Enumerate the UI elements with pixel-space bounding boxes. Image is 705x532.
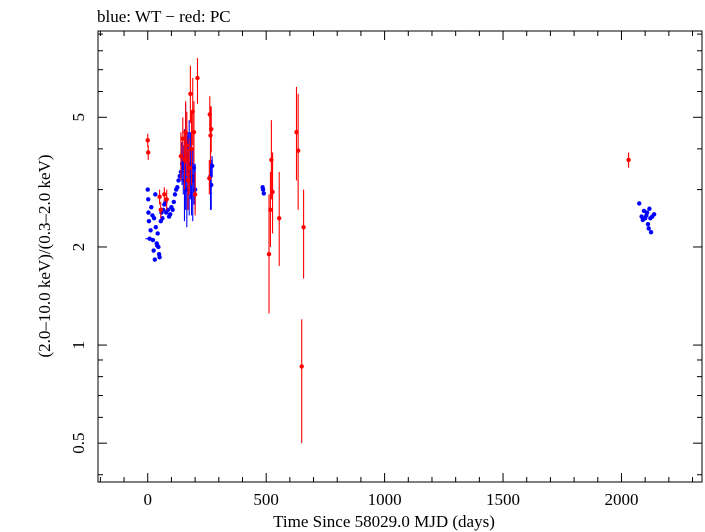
data-point xyxy=(146,218,152,224)
data-point xyxy=(295,148,301,153)
data-point xyxy=(209,126,214,132)
data-point xyxy=(268,207,273,213)
x-axis: 0 500 1000 1500 2000 xyxy=(99,31,694,509)
data-point xyxy=(639,214,644,219)
y-tick-label: 0.5 xyxy=(69,433,88,454)
data-point xyxy=(148,228,153,233)
x-tick-label: 500 xyxy=(253,490,279,509)
x-tick-label: 1000 xyxy=(368,490,402,509)
y-axis-label: (2.0–10.0 keV)/(0.3–2.0 keV) xyxy=(35,154,54,357)
data-point xyxy=(151,248,156,253)
data-point xyxy=(149,204,154,210)
data-point xyxy=(270,189,275,195)
data-point xyxy=(146,197,151,202)
series-wt xyxy=(145,103,657,262)
data-point xyxy=(146,210,151,215)
data-point xyxy=(294,130,299,135)
data-point xyxy=(153,224,158,230)
series-pc xyxy=(145,58,631,444)
data-point xyxy=(157,194,162,200)
data-point xyxy=(645,221,651,227)
data-point xyxy=(648,230,654,235)
data-point xyxy=(186,165,192,170)
data-point xyxy=(156,244,161,250)
data-point xyxy=(651,212,657,217)
x-tick-label: 2000 xyxy=(604,490,638,509)
y-axis: 0.5 1 2 5 xyxy=(69,33,702,476)
data-point xyxy=(178,153,184,159)
data-point xyxy=(158,207,163,213)
data-point xyxy=(266,252,272,257)
data-point xyxy=(299,364,304,369)
data-point xyxy=(637,201,642,206)
data-point xyxy=(195,75,200,81)
series-layer xyxy=(145,58,657,444)
data-point xyxy=(151,216,157,221)
data-point xyxy=(209,182,214,188)
data-point xyxy=(260,187,266,192)
x-tick-label: 1500 xyxy=(486,490,520,509)
data-point xyxy=(261,191,267,196)
data-point xyxy=(175,185,180,190)
data-point xyxy=(157,255,162,260)
data-point xyxy=(145,187,150,192)
data-point xyxy=(164,197,169,202)
y-tick-label: 2 xyxy=(69,243,88,252)
data-point xyxy=(646,226,651,231)
data-point xyxy=(209,163,215,168)
data-point xyxy=(277,216,282,221)
plot-frame xyxy=(97,30,703,483)
data-point xyxy=(626,157,631,163)
data-point xyxy=(191,130,197,135)
data-point xyxy=(150,237,156,243)
data-point xyxy=(145,138,150,143)
data-point xyxy=(207,176,212,181)
data-point xyxy=(162,192,167,197)
data-point xyxy=(160,216,165,221)
chart-title: blue: WT − red: PC xyxy=(97,7,231,26)
data-point xyxy=(155,231,160,236)
data-point xyxy=(147,236,152,241)
data-point xyxy=(168,212,173,217)
data-point xyxy=(172,192,178,197)
x-axis-label: Time Since 58029.0 MJD (days) xyxy=(273,512,495,531)
data-point xyxy=(170,207,175,213)
data-point xyxy=(208,133,213,138)
data-point xyxy=(189,146,194,152)
data-point xyxy=(647,206,652,211)
data-point xyxy=(188,91,193,97)
x-tick-label: 0 xyxy=(143,490,152,509)
data-point xyxy=(176,178,181,183)
data-point xyxy=(171,199,176,205)
y-tick-label: 1 xyxy=(69,341,88,350)
data-point xyxy=(192,192,198,197)
data-point xyxy=(644,210,650,215)
data-point xyxy=(152,257,158,262)
data-point xyxy=(153,192,158,197)
data-point xyxy=(146,150,151,155)
data-point xyxy=(180,136,185,141)
y-tick-label: 5 xyxy=(69,113,88,122)
data-point xyxy=(184,143,190,148)
data-point xyxy=(301,224,306,230)
